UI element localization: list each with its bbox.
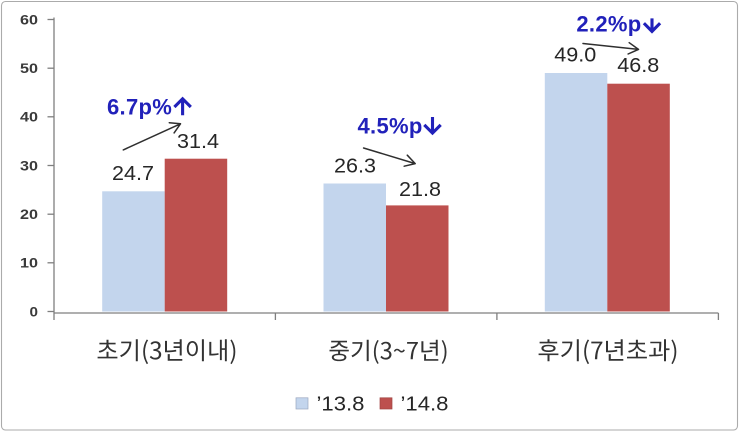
svg-text:’14.8: ’14.8 — [401, 394, 449, 416]
svg-text:60: 60 — [20, 11, 38, 27]
svg-text:10: 10 — [20, 255, 38, 271]
svg-text:31.4: 31.4 — [177, 131, 219, 153]
svg-text:40: 40 — [20, 109, 38, 125]
svg-text:0: 0 — [30, 303, 39, 319]
svg-text:46.8: 46.8 — [617, 55, 659, 77]
svg-text:50: 50 — [20, 60, 38, 76]
svg-text:30: 30 — [20, 157, 38, 173]
svg-text:49.0: 49.0 — [554, 45, 596, 67]
svg-text:20: 20 — [20, 206, 38, 222]
svg-text:26.3: 26.3 — [334, 156, 376, 178]
svg-text:4.5%p: 4.5%p — [358, 114, 423, 139]
svg-text:6.7p%: 6.7p% — [107, 95, 172, 120]
svg-text:2.2%p: 2.2%p — [576, 12, 641, 37]
svg-text:’13.8: ’13.8 — [317, 394, 365, 416]
svg-text:21.8: 21.8 — [399, 179, 441, 201]
svg-text:24.7: 24.7 — [112, 163, 154, 185]
